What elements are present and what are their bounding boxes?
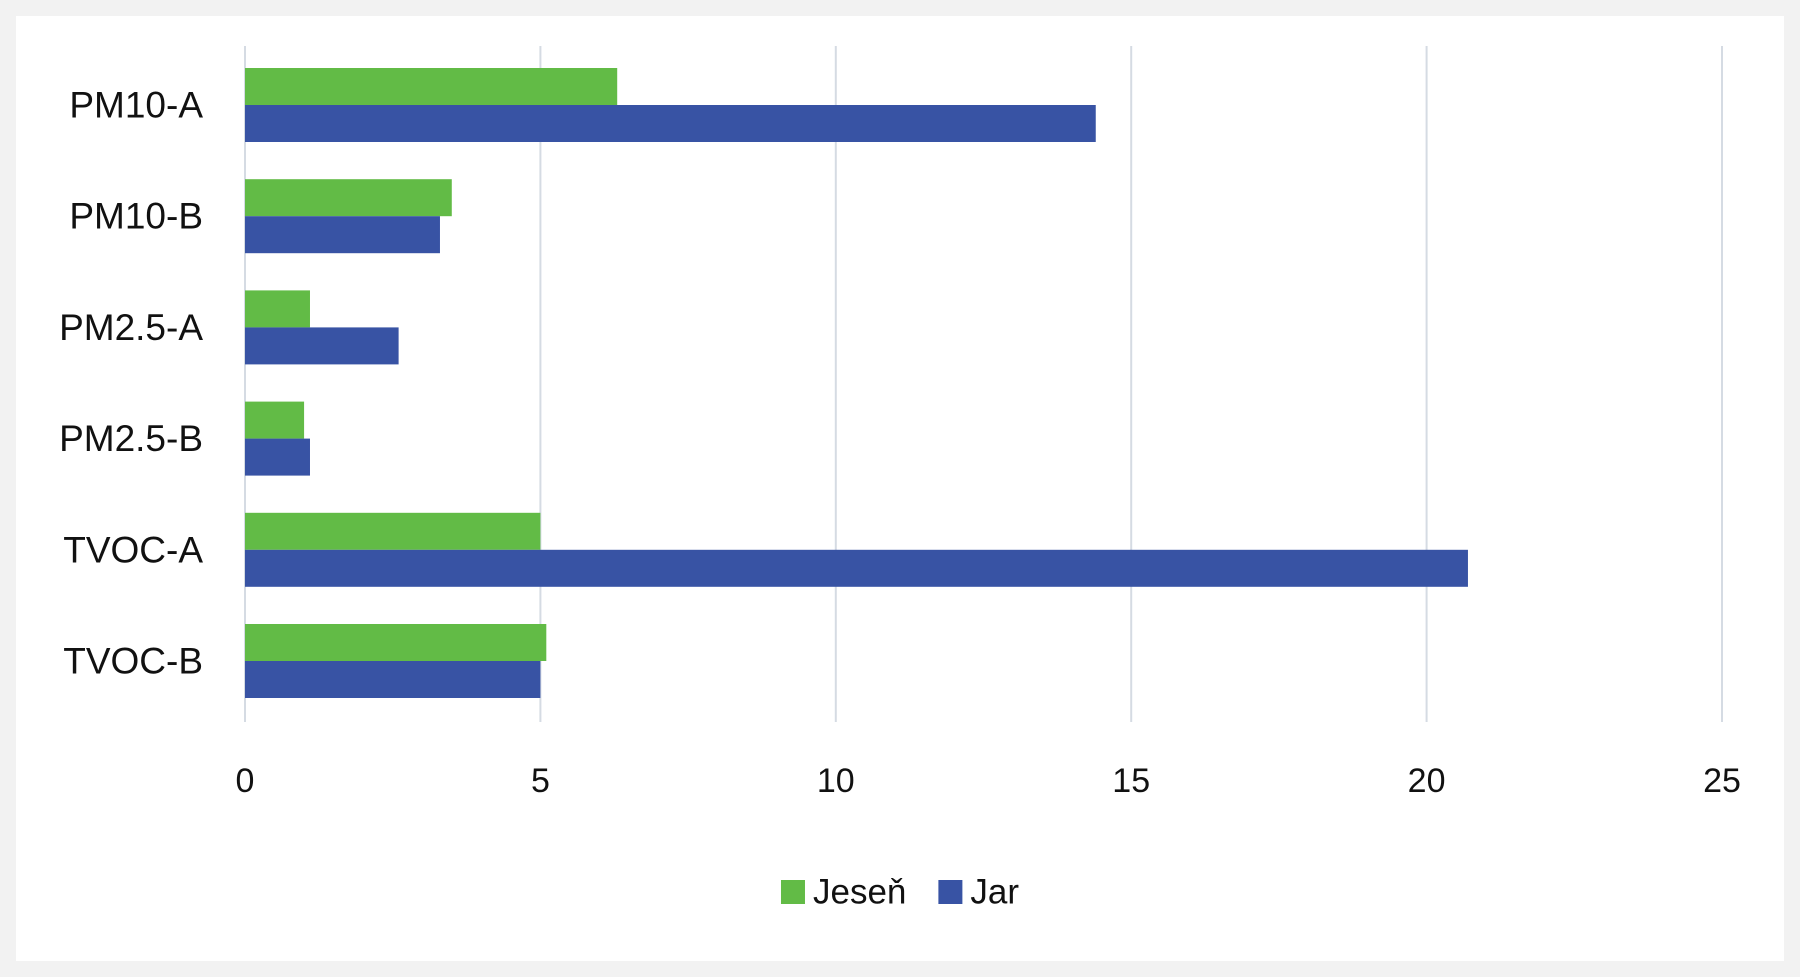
bar-jar-0	[245, 105, 1096, 142]
bar-jar-2	[245, 327, 399, 365]
x-tick-labels: 0 5 10 15 20 25	[236, 762, 1741, 800]
bar-jar-4	[245, 549, 1468, 587]
chart-frame: PM10-A PM10-B PM2.5-A PM2.5-B TVOC-A TVOC-B 0…	[16, 16, 1784, 961]
legend-swatch-jar	[938, 880, 963, 904]
x-tick-label: 10	[817, 762, 855, 800]
category-label: PM2.5-B	[59, 418, 203, 459]
x-tick-label: 20	[1408, 762, 1446, 800]
x-tick-label: 25	[1703, 762, 1741, 800]
legend-swatch-jesen	[780, 880, 805, 904]
x-tick-label: 15	[1112, 762, 1150, 800]
gridlines	[244, 46, 1723, 722]
legend: Jeseň Jar	[780, 873, 1019, 912]
category-label: PM10-A	[69, 85, 203, 126]
bar-jesen-2	[245, 290, 310, 328]
bars	[245, 68, 1468, 698]
bar-jar-1	[245, 216, 440, 254]
bar-jar-3	[245, 438, 310, 476]
category-labels: PM10-A PM10-B PM2.5-A PM2.5-B TVOC-A TVOC-B	[59, 85, 203, 682]
legend-label-jar: Jar	[970, 873, 1019, 912]
bar-jesen-5	[245, 624, 547, 661]
bar-jesen-3	[245, 401, 305, 439]
bar-jesen-4	[245, 512, 541, 550]
x-tick-label: 0	[236, 762, 255, 800]
bar-jesen-1	[245, 179, 452, 217]
category-label: PM10-B	[69, 196, 203, 237]
bar-jesen-0	[245, 68, 618, 105]
x-tick-label: 5	[531, 762, 550, 800]
category-label: TVOC-A	[63, 529, 203, 570]
bar-jar-5	[245, 661, 541, 698]
legend-label-jesen: Jeseň	[813, 873, 906, 912]
category-label: TVOC-B	[63, 641, 203, 682]
bar-chart: PM10-A PM10-B PM2.5-A PM2.5-B TVOC-A TVOC-B 0…	[59, 46, 1741, 912]
category-label: PM2.5-A	[59, 307, 203, 348]
